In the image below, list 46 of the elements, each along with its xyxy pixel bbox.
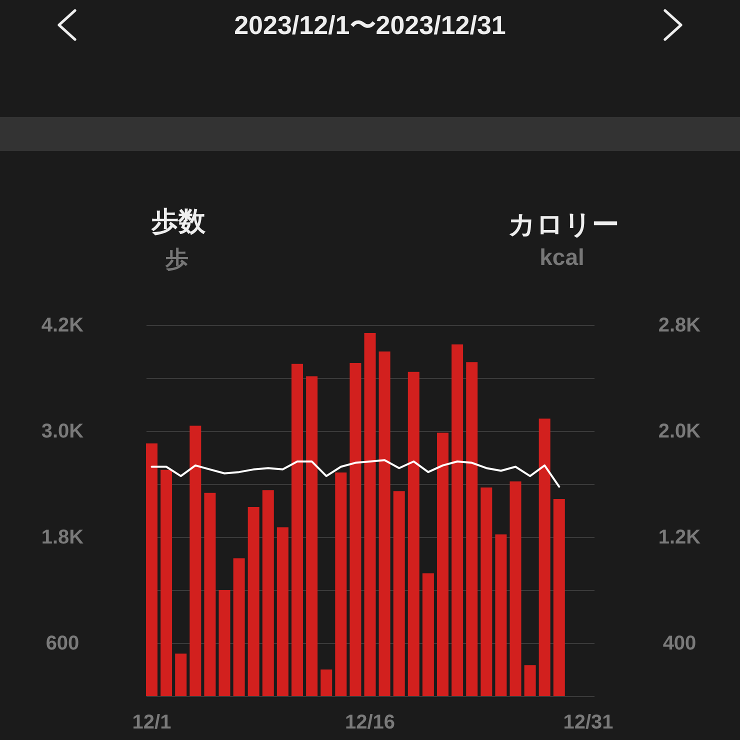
bar (452, 344, 464, 696)
y-tick-label: 4.2K (41, 314, 84, 336)
bar (320, 670, 332, 696)
bar (408, 372, 420, 696)
y-tick-label: 3.0K (41, 420, 84, 442)
bar (524, 665, 536, 696)
y-tick-label: 1.8K (41, 526, 84, 548)
bar (306, 376, 318, 696)
bar (437, 432, 448, 696)
x-tick-label: 12/16 (344, 712, 396, 734)
y2-axis-title: カロリー (508, 210, 619, 240)
bar (218, 590, 230, 696)
bar (538, 418, 550, 696)
bar (378, 352, 390, 696)
y2-tick-label: 2.0K (658, 420, 702, 442)
y2-tick-label: 400 (662, 632, 696, 654)
bar (393, 491, 405, 696)
bar (335, 472, 347, 696)
bar (233, 558, 245, 696)
bar (160, 470, 172, 696)
y-axis-title: 歩数 (150, 206, 206, 236)
bar (190, 426, 202, 696)
bar (204, 492, 216, 696)
bar (553, 499, 565, 696)
line-series (150, 459, 560, 488)
y2-tick-label: 2.8K (658, 314, 702, 336)
bar (262, 490, 274, 696)
bar (292, 364, 303, 696)
y-tick-label: 600 (46, 632, 80, 654)
x-tick-label: 12/1 (132, 712, 172, 734)
chart-title: 2023/12/1〜2023/12/31 (233, 9, 507, 42)
bar (146, 443, 158, 696)
bar (276, 527, 288, 696)
bar (480, 488, 492, 696)
bar (495, 534, 507, 696)
x-tick-label: 12/31 (563, 712, 614, 734)
bar (350, 362, 362, 696)
text: 歩 (164, 246, 188, 272)
bar (175, 654, 187, 696)
bar (248, 506, 260, 696)
bar (466, 362, 478, 696)
y2-tick-label: 1.2K (658, 526, 702, 548)
bar (510, 481, 522, 696)
bar (422, 573, 434, 696)
bar (364, 332, 376, 696)
text: kcal (540, 244, 584, 270)
